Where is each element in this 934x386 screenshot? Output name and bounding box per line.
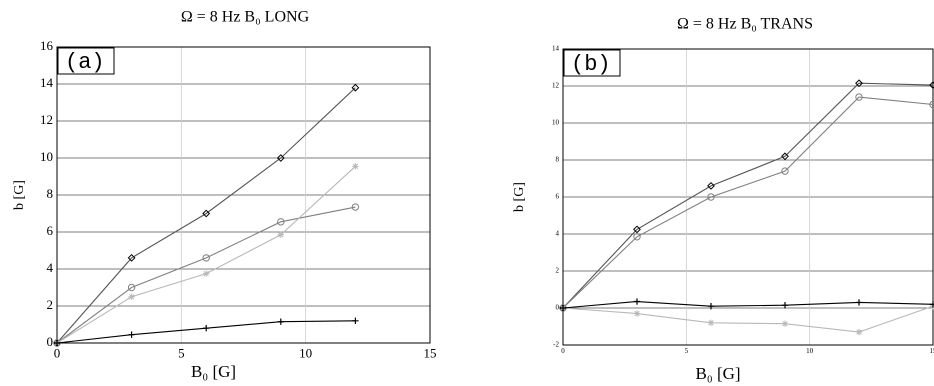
- x-tick-label: 0: [561, 347, 565, 355]
- x-tick-label: 15: [930, 347, 934, 355]
- marker-star: [707, 319, 715, 326]
- marker-circle: [707, 193, 715, 201]
- x-axis-label: B₀ [G]: [695, 364, 740, 383]
- y-tick-label: 10: [552, 119, 560, 127]
- y-tick-label: 0: [47, 334, 54, 349]
- marker-diamond: [127, 253, 136, 262]
- marker-diamond: [929, 81, 934, 89]
- y-axis-label: b [G]: [12, 180, 27, 210]
- x-tick-label: 10: [806, 347, 814, 355]
- marker-star: [277, 231, 284, 238]
- plot-frame: [562, 48, 934, 346]
- marker-circle: [781, 167, 789, 175]
- marker-circle: [929, 100, 934, 109]
- y-tick-label: 2: [556, 267, 560, 275]
- marker-plus: [781, 302, 789, 309]
- series-line: [56, 206, 356, 344]
- marker-plus: [855, 299, 863, 306]
- marker-plus: [277, 318, 284, 325]
- y-tick-label: 4: [47, 260, 54, 275]
- x-tick-label: 15: [424, 346, 437, 361]
- marker-circle: [351, 203, 360, 211]
- annotation: (b): [571, 52, 611, 77]
- x-tick-label: 10: [299, 346, 312, 361]
- series-line: [56, 87, 356, 344]
- series-line: [562, 300, 934, 309]
- marker-plus: [352, 317, 359, 324]
- marker-plus: [633, 298, 641, 305]
- chart-title: Ω = 8 Hz B₀ TRANS: [677, 16, 813, 33]
- chart-title: Ω = 8 Hz B₀ LONG: [181, 9, 310, 26]
- marker-diamond: [351, 83, 360, 92]
- y-tick-label: 14: [40, 75, 54, 90]
- marker-star: [203, 270, 210, 277]
- plot-frame: [56, 46, 431, 344]
- marker-plus: [128, 331, 135, 338]
- y-tick-label: 6: [556, 193, 560, 201]
- y-tick-label: 10: [40, 149, 53, 164]
- annotation-box: [563, 49, 621, 77]
- marker-plus: [707, 302, 715, 310]
- y-tick-label: 8: [556, 156, 560, 164]
- marker-diamond: [707, 181, 715, 190]
- annotation-box: [57, 47, 115, 75]
- y-tick-label: 0: [556, 304, 560, 312]
- y-tick-label: 16: [40, 38, 54, 53]
- annotation: (a): [65, 50, 105, 75]
- y-tick-label: 8: [47, 186, 54, 201]
- x-tick-label: 0: [54, 346, 61, 361]
- y-tick-label: 6: [47, 223, 54, 238]
- marker-star: [352, 163, 359, 170]
- y-axis-label: b [G]: [512, 182, 527, 212]
- x-tick-label: 5: [685, 347, 689, 355]
- marker-circle: [277, 218, 285, 226]
- y-tick-label: 12: [552, 82, 560, 90]
- marker-diamond: [276, 154, 285, 162]
- marker-star: [781, 320, 789, 327]
- marker-circle: [202, 254, 210, 262]
- series-line: [562, 305, 934, 333]
- marker-plus: [53, 339, 61, 347]
- y-tick-label: 14: [552, 45, 560, 53]
- marker-plus: [559, 304, 567, 312]
- marker-diamond: [781, 152, 789, 161]
- x-axis-label: B₀ [G]: [191, 362, 236, 381]
- y-tick-label: 12: [40, 112, 53, 127]
- marker-circle: [855, 93, 863, 101]
- marker-circle: [127, 283, 136, 292]
- marker-diamond: [855, 79, 863, 88]
- series-line: [562, 82, 934, 309]
- series-line: [562, 96, 934, 309]
- x-tick-label: 5: [178, 346, 185, 361]
- y-tick-label: 2: [47, 297, 54, 312]
- marker-star: [128, 293, 135, 300]
- y-tick-label: -2: [553, 341, 559, 349]
- marker-plus: [203, 325, 210, 332]
- marker-plus: [929, 301, 934, 308]
- marker-circle: [633, 233, 641, 241]
- marker-diamond: [202, 209, 211, 218]
- y-tick-label: 4: [556, 230, 560, 238]
- marker-star: [855, 328, 863, 336]
- marker-star: [633, 310, 641, 317]
- marker-diamond: [633, 225, 641, 234]
